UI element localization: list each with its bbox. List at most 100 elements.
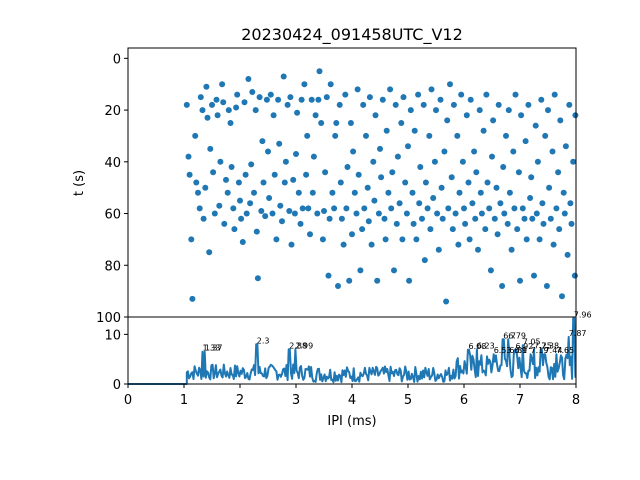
scatter-point	[185, 153, 192, 160]
scatter-point	[243, 210, 250, 217]
histogram-x-tick-label: 5	[404, 393, 412, 408]
scatter-point	[528, 174, 535, 181]
scatter-point	[365, 218, 372, 225]
scatter-point	[316, 68, 323, 75]
scatter-point	[527, 195, 534, 201]
scatter-point	[322, 169, 329, 176]
scatter-point	[195, 189, 201, 196]
scatter-point	[248, 161, 255, 168]
scatter-point	[493, 184, 500, 191]
scatter-point	[559, 293, 565, 300]
scatter-point	[450, 101, 457, 108]
scatter-point	[371, 197, 378, 204]
peak-label: 6.23	[477, 341, 495, 350]
scatter-point	[192, 132, 199, 139]
scatter-point	[385, 189, 392, 196]
scatter-point	[476, 107, 483, 114]
scatter-point	[253, 228, 260, 235]
scatter-point	[560, 189, 567, 196]
scatter-point	[276, 140, 283, 147]
scatter-point	[469, 200, 476, 207]
scatter-point	[475, 246, 481, 253]
scatter-point	[518, 112, 525, 119]
scatter-point	[270, 112, 277, 119]
peak-label: 6.08	[469, 342, 487, 351]
scatter-point	[571, 272, 578, 279]
scatter-point	[294, 109, 301, 116]
scatter-point	[217, 158, 224, 165]
scatter-point	[417, 164, 424, 170]
scatter-point	[310, 153, 317, 160]
scatter-point	[543, 283, 550, 289]
scatter-point	[426, 132, 433, 139]
scatter-point	[293, 151, 299, 157]
scatter-point	[319, 236, 326, 243]
scatter-point	[230, 205, 237, 212]
peak-label: 6.7	[503, 331, 516, 340]
peak-label: 6.53	[494, 346, 512, 355]
scatter-point	[487, 267, 494, 274]
scatter-point	[207, 145, 214, 152]
scatter-point	[336, 101, 343, 108]
scatter-point	[459, 158, 466, 165]
scatter-point	[360, 101, 367, 108]
scatter-point	[389, 169, 396, 176]
histogram-y-ticks: 0 10	[104, 328, 128, 393]
scatter-point	[355, 171, 362, 178]
scatter-y-tick-label: 0	[113, 52, 121, 67]
scatter-point	[314, 210, 321, 217]
scatter-point	[196, 205, 203, 212]
scatter-y-axis-label: t (s)	[72, 170, 87, 196]
scatter-point	[499, 283, 506, 289]
scatter-point	[514, 226, 521, 233]
scatter-point	[547, 215, 554, 222]
histogram-x-tick-label: 2	[236, 393, 244, 408]
scatter-point	[225, 107, 232, 114]
scatter-point	[281, 179, 288, 186]
scatter-point	[382, 236, 389, 243]
scatter-point	[332, 132, 339, 139]
histogram-x-tick-label: 1	[180, 393, 188, 408]
scatter-point	[399, 236, 406, 243]
scatter-point	[447, 81, 453, 88]
peak-label: 6.81	[509, 346, 527, 355]
peak-label: 7.87	[569, 329, 587, 338]
scatter-point	[323, 94, 330, 101]
histogram-x-axis-label: IPI (ms)	[327, 414, 376, 429]
scatter-point	[266, 195, 273, 201]
scatter-point	[420, 101, 427, 108]
scatter-point	[430, 195, 437, 201]
histogram-y-tick-label: 0	[113, 378, 121, 393]
scatter-point	[200, 215, 207, 222]
scatter-point	[421, 257, 428, 264]
scatter-point	[494, 231, 501, 238]
scatter-point	[277, 202, 284, 209]
scatter-point	[284, 101, 291, 108]
scatter-point	[359, 226, 366, 233]
scatter-point	[486, 205, 493, 212]
scatter-point	[489, 153, 495, 160]
scatter-point	[562, 143, 569, 150]
scatter-point	[287, 94, 294, 101]
scatter-point	[186, 171, 193, 178]
scatter-point	[473, 169, 480, 176]
scatter-point	[308, 96, 315, 103]
scatter-point	[510, 148, 517, 155]
scatter-point	[366, 94, 373, 101]
histogram-x-tick-label: 8	[572, 393, 580, 408]
scatter-point	[539, 200, 546, 207]
scatter-point	[491, 215, 498, 222]
scatter-point	[344, 164, 351, 170]
scatter-point	[519, 205, 526, 212]
scatter-point	[472, 215, 479, 222]
scatter-point	[203, 83, 210, 90]
scatter-point	[545, 107, 551, 114]
scatter-point	[570, 158, 577, 165]
scatter-point	[521, 215, 528, 222]
scatter-point	[256, 94, 263, 101]
peak-label: 7.19	[531, 346, 549, 355]
chart-title: 20230424_091458UTC_V12	[241, 25, 463, 45]
scatter-point	[312, 112, 319, 119]
scatter-point	[364, 184, 371, 191]
